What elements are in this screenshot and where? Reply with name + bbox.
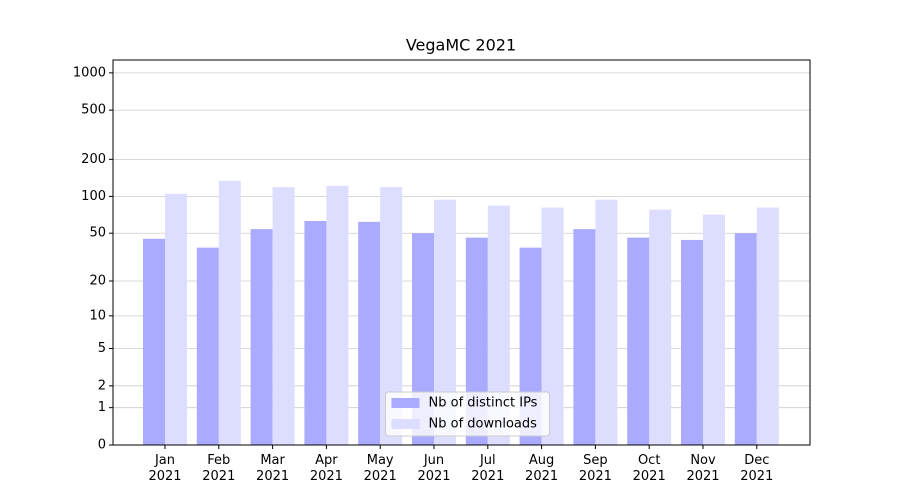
- x-tick-label: Nov 2021: [686, 453, 720, 484]
- bar: [541, 207, 564, 445]
- bar: [165, 193, 187, 445]
- chart-title: VegaMC 2021: [406, 36, 516, 55]
- x-tick-label: May 2021: [363, 453, 397, 484]
- legend-label: Nb of distinct IPs: [429, 396, 538, 411]
- bar: [304, 220, 327, 445]
- y-tick-label: 20: [89, 274, 106, 289]
- y-tick-label: 200: [81, 152, 106, 167]
- legend-swatch: [391, 398, 420, 408]
- y-tick-label: 100: [81, 189, 106, 204]
- x-tick-label: Feb 2021: [202, 453, 236, 484]
- bar: [196, 247, 219, 445]
- y-tick-label: 5: [98, 341, 106, 356]
- bar: [434, 199, 456, 445]
- bar: [218, 180, 241, 445]
- x-tick-label: Apr 2021: [309, 453, 343, 484]
- y-tick-label: 0: [98, 438, 106, 453]
- bar: [734, 233, 757, 445]
- bar: [143, 238, 165, 445]
- bar: [756, 207, 779, 445]
- legend-label: Nb of downloads: [429, 417, 538, 432]
- x-tick-label: Jul 2021: [471, 453, 505, 484]
- legend-box: [385, 391, 550, 437]
- bar: [380, 187, 403, 445]
- bar: [250, 229, 273, 445]
- x-tick-label: Aug 2021: [525, 453, 559, 484]
- y-tick-label: 1000: [73, 65, 106, 80]
- legend-swatch: [391, 419, 420, 429]
- y-tick-label: 500: [81, 103, 106, 118]
- bar: [595, 199, 618, 445]
- x-tick-label: Sep 2021: [578, 453, 612, 484]
- bar: [326, 185, 349, 446]
- x-tick-label: Dec 2021: [740, 453, 774, 484]
- plot-frame: [112, 59, 811, 446]
- y-tick-label: 2: [98, 378, 106, 393]
- y-tick-label: 10: [89, 308, 106, 323]
- bar: [627, 237, 650, 445]
- x-tick-label: Jan 2021: [148, 453, 182, 484]
- x-tick-label: Jun 2021: [417, 453, 451, 484]
- bar: [573, 229, 596, 445]
- bar: [703, 214, 725, 445]
- bar: [649, 209, 672, 445]
- bar: [358, 221, 381, 445]
- bar: [272, 187, 295, 445]
- y-tick-label: 1: [98, 400, 106, 415]
- bar: [681, 239, 703, 445]
- legend: Nb of distinct IPs Nb of downloads: [385, 391, 550, 437]
- x-tick-label: Mar 2021: [256, 453, 290, 484]
- x-tick-label: Oct 2021: [632, 453, 666, 484]
- bar: [487, 205, 510, 445]
- y-tick-label: 50: [89, 226, 106, 241]
